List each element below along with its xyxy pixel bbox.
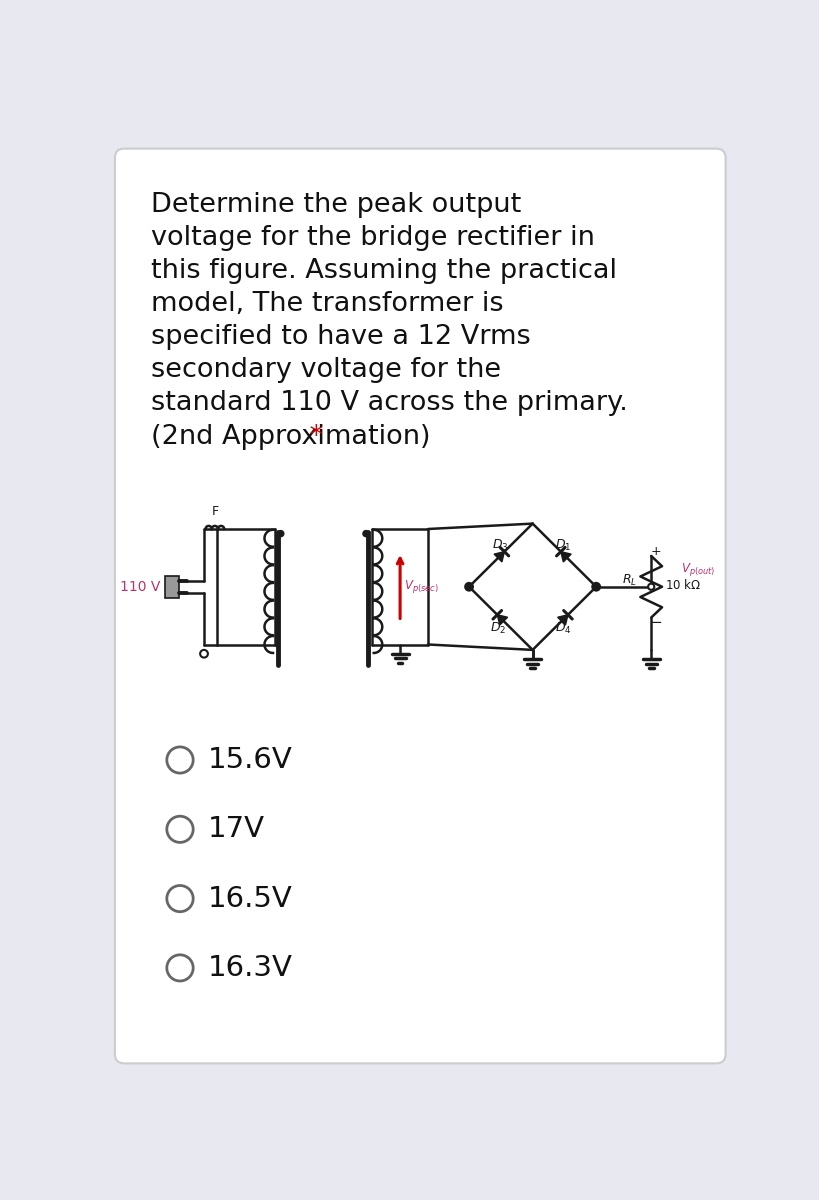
Text: standard 110 V across the primary.: standard 110 V across the primary. [151,390,627,416]
Polygon shape [494,552,504,562]
Text: 110 V: 110 V [120,580,161,594]
Polygon shape [165,576,179,598]
Text: $V_{p(out)}$: $V_{p(out)}$ [680,562,714,578]
Text: model, The transformer is: model, The transformer is [151,292,503,317]
Polygon shape [560,552,571,562]
Text: 15.6V: 15.6V [208,746,292,774]
Circle shape [363,530,369,536]
Text: Determine the peak output: Determine the peak output [151,192,520,217]
Text: −: − [649,614,662,630]
Text: secondary voltage for the: secondary voltage for the [151,358,500,383]
FancyBboxPatch shape [115,149,725,1063]
Text: *: * [301,424,323,450]
Text: $R_L$: $R_L$ [622,574,636,588]
Text: F: F [211,505,218,518]
Text: 10 k$\Omega$: 10 k$\Omega$ [664,578,700,593]
Circle shape [166,746,193,773]
Circle shape [166,955,193,980]
Circle shape [278,530,283,536]
Text: 16.3V: 16.3V [208,954,292,982]
Circle shape [647,583,654,590]
Circle shape [166,886,193,912]
Text: specified to have a 12 Vrms: specified to have a 12 Vrms [151,324,530,350]
Polygon shape [496,614,507,625]
Text: 17V: 17V [208,815,265,844]
Text: 16.5V: 16.5V [208,884,292,912]
Text: voltage for the bridge rectifier in: voltage for the bridge rectifier in [151,224,594,251]
Text: $D_1$: $D_1$ [554,538,571,553]
Text: this figure. Assuming the practical: this figure. Assuming the practical [151,258,616,284]
Text: $D_3$: $D_3$ [491,538,508,553]
Circle shape [591,583,600,590]
Polygon shape [557,614,568,625]
Text: $V_{p(sec)}$: $V_{p(sec)}$ [404,578,438,595]
Text: $D_4$: $D_4$ [554,620,571,636]
Circle shape [200,650,208,658]
Text: +: + [649,545,660,558]
Circle shape [464,583,473,590]
Text: $D_2$: $D_2$ [490,620,506,636]
Text: (2nd Approximation): (2nd Approximation) [151,424,429,450]
Circle shape [166,816,193,842]
